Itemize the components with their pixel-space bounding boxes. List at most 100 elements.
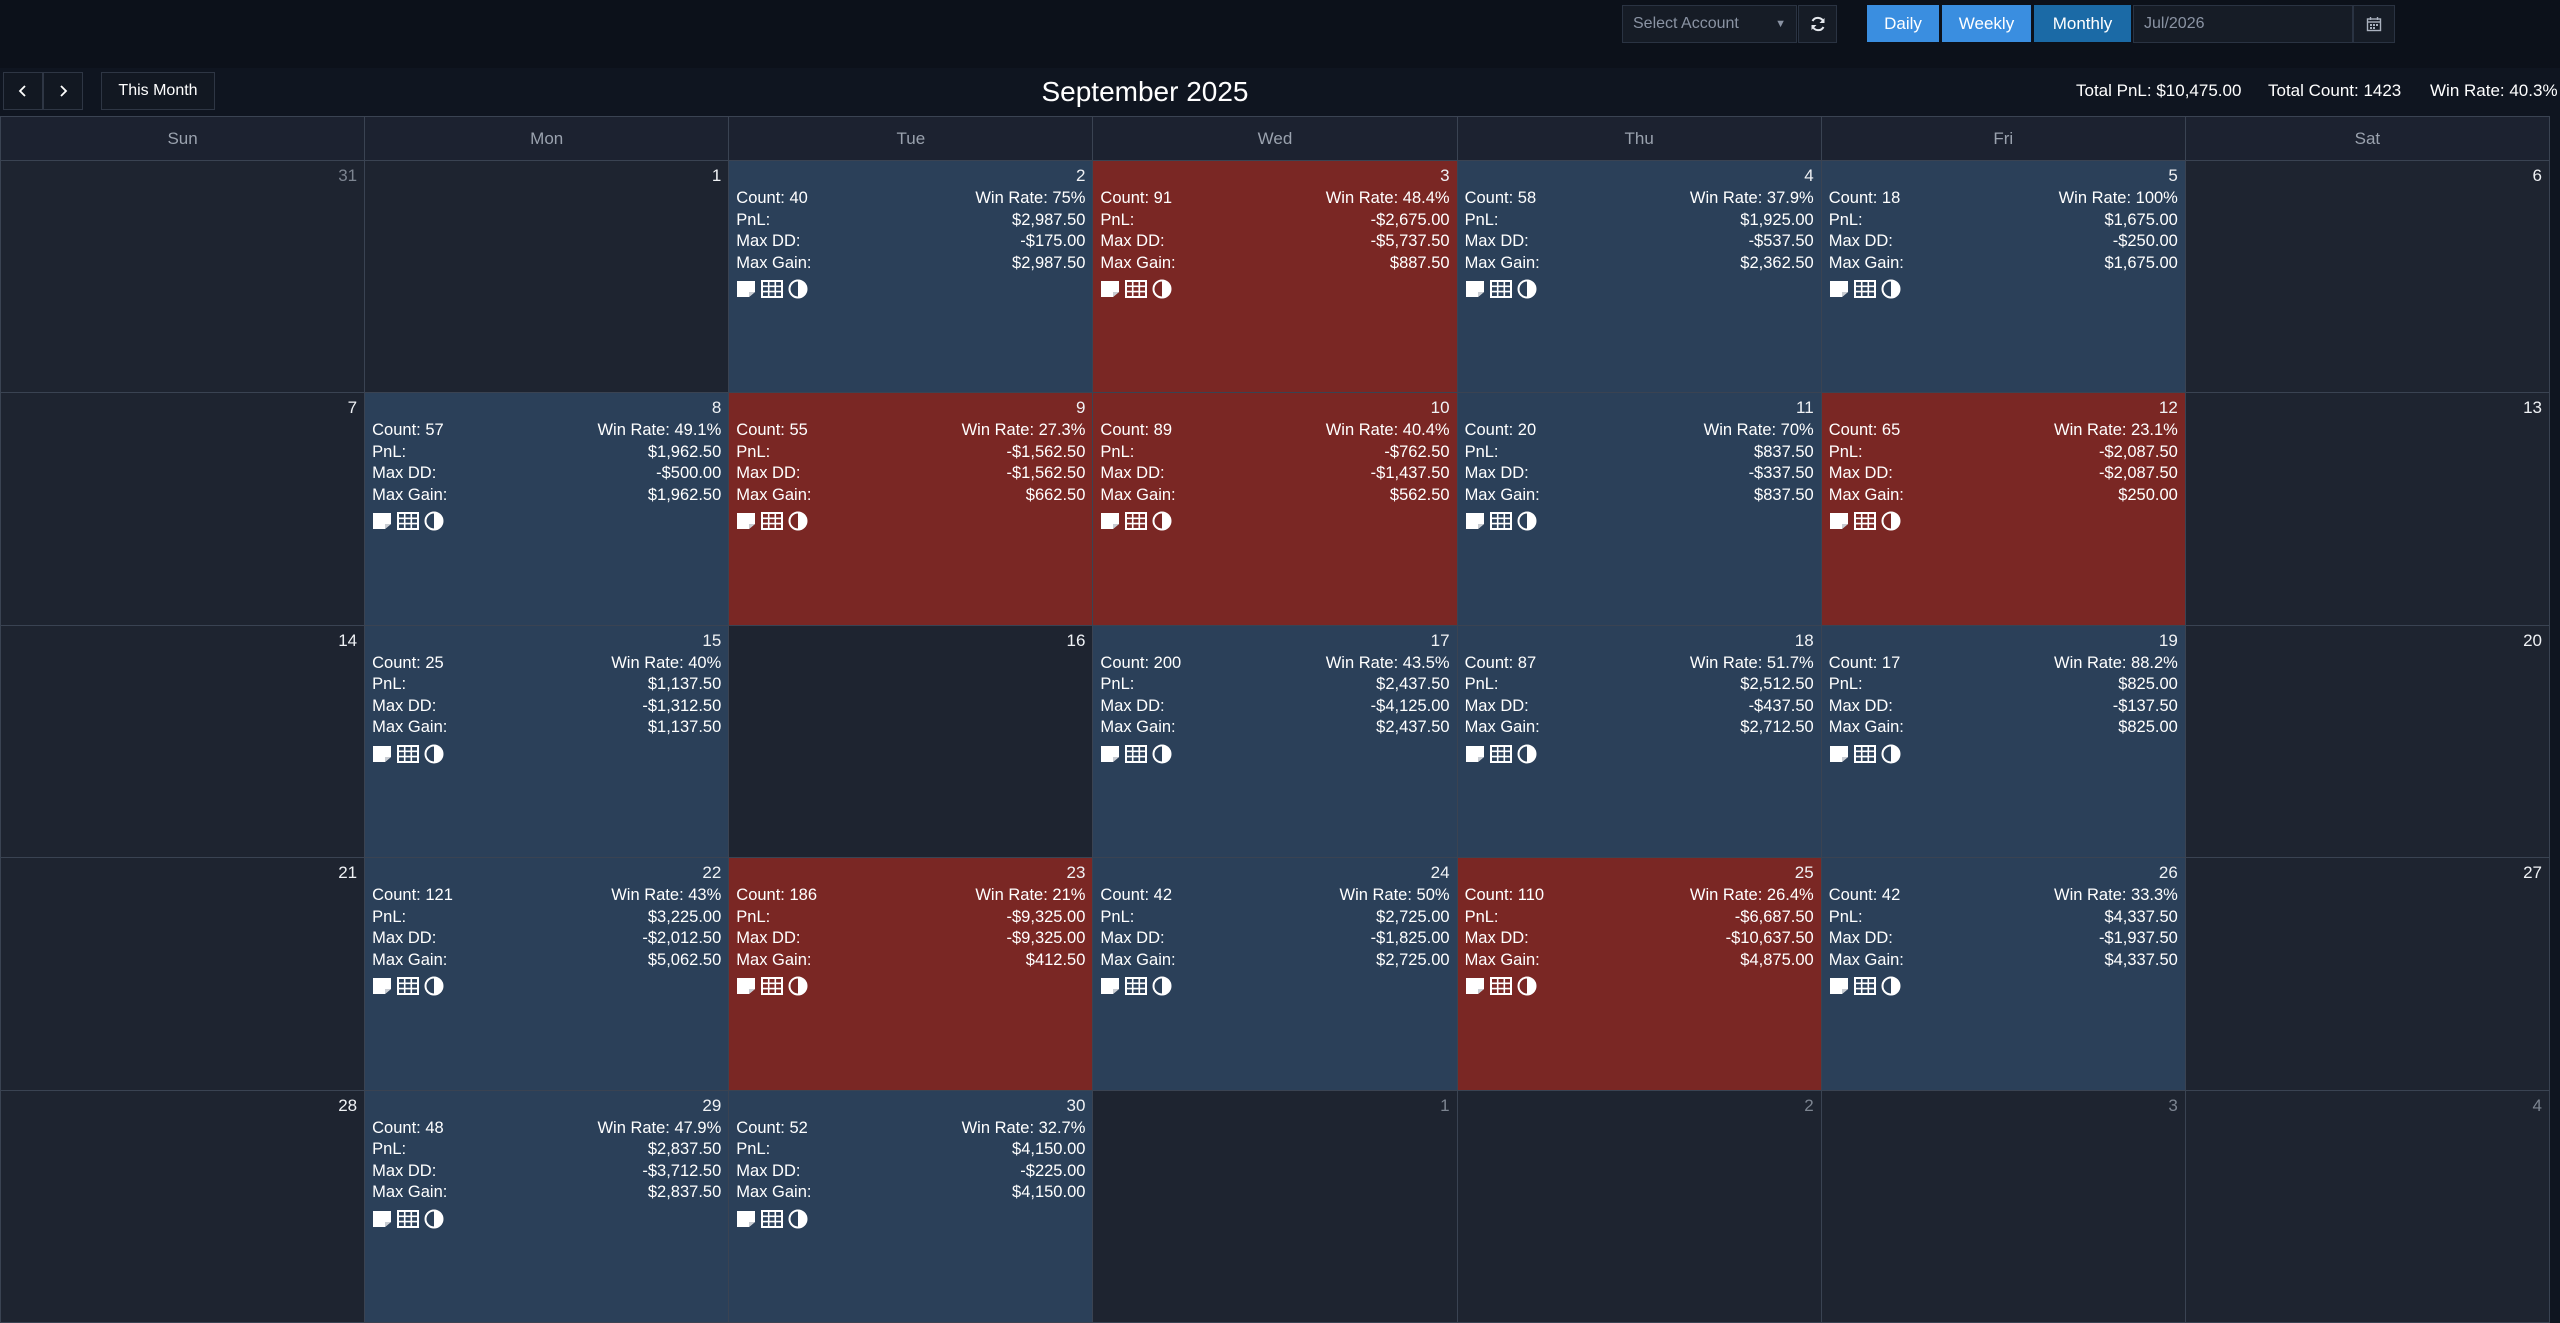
stats-button[interactable] <box>424 744 444 764</box>
stats-button[interactable] <box>424 511 444 531</box>
calendar-day-cell[interactable]: 31 <box>1 161 366 394</box>
stats-button[interactable] <box>424 1209 444 1229</box>
calendar-day-cell[interactable]: 21 <box>1 858 366 1091</box>
notes-button[interactable] <box>372 1210 392 1228</box>
trades-table-button[interactable] <box>1489 512 1512 531</box>
notes-button[interactable] <box>372 977 392 995</box>
stats-button[interactable] <box>1517 744 1537 764</box>
calendar-day-cell[interactable]: 22 Count: 121 Win Rate: 43% PnL: $3,225.00 Ma… <box>365 858 730 1091</box>
calendar-day-cell[interactable]: 14 <box>1 625 366 859</box>
stats-button[interactable] <box>1881 511 1901 531</box>
calendar-day-cell[interactable]: 18 Count: 87 Win Rate: 51.7% PnL: $2,512.50 M… <box>1457 625 1822 859</box>
calendar-day-cell[interactable]: 25 Count: 110 Win Rate: 26.4% PnL: -$6,687.5… <box>1457 858 1822 1091</box>
refresh-button[interactable] <box>1798 5 1837 43</box>
stats-button[interactable] <box>788 976 808 996</box>
calendar-day-cell[interactable]: 16 <box>729 625 1094 859</box>
calendar-day-cell[interactable]: 8 Count: 57 Win Rate: 49.1% PnL: $1,962.50 Ma… <box>365 393 730 626</box>
trades-table-button[interactable] <box>761 977 784 996</box>
calendar-day-cell[interactable]: 5 Count: 18 Win Rate: 100% PnL: $1,675.00 Max… <box>1821 161 2186 394</box>
weekly-view-button[interactable]: Weekly <box>1942 5 2031 42</box>
stats-button[interactable] <box>1881 279 1901 299</box>
notes-button[interactable] <box>736 977 756 995</box>
calendar-day-cell[interactable]: 10 Count: 89 Win Rate: 40.4% PnL: -$762.50 Ma… <box>1093 393 1458 626</box>
stats-button[interactable] <box>1517 279 1537 299</box>
trades-table-button[interactable] <box>761 1209 784 1228</box>
calendar-day-cell[interactable]: 3 <box>1821 1090 2186 1323</box>
next-month-button[interactable] <box>43 72 83 110</box>
trades-table-button[interactable] <box>1853 977 1876 996</box>
notes-button[interactable] <box>1100 977 1120 995</box>
notes-button[interactable] <box>1100 512 1120 530</box>
trades-table-button[interactable] <box>397 744 420 763</box>
trades-table-button[interactable] <box>1125 280 1148 298</box>
calendar-day-cell[interactable]: 1 <box>365 161 730 394</box>
trades-table-button[interactable] <box>1853 280 1876 298</box>
trades-table-button[interactable] <box>1489 977 1512 996</box>
calendar-day-cell[interactable]: 23 Count: 186 Win Rate: 21% PnL: -$9,325.00 M… <box>729 858 1094 1091</box>
trades-table-button[interactable] <box>761 512 784 531</box>
calendar-day-cell[interactable]: 4 <box>2185 1090 2550 1323</box>
calendar-day-cell[interactable]: 17 Count: 200 Win Rate: 43.5% PnL: $2,437.50… <box>1093 625 1458 859</box>
stats-button[interactable] <box>424 976 444 996</box>
calendar-day-cell[interactable]: 4 Count: 58 Win Rate: 37.9% PnL: $1,925.00 Ma… <box>1457 161 1822 394</box>
calendar-day-cell[interactable]: 26 Count: 42 Win Rate: 33.3% PnL: $4,337.50 M… <box>1821 858 2186 1091</box>
trades-table-button[interactable] <box>1489 744 1512 763</box>
notes-button[interactable] <box>1829 280 1849 298</box>
calendar-day-cell[interactable]: 2 <box>1457 1090 1822 1323</box>
monthly-view-button[interactable]: Monthly <box>2034 5 2131 42</box>
calendar-day-cell[interactable]: 9 Count: 55 Win Rate: 27.3% PnL: -$1,562.50 M… <box>729 393 1094 626</box>
calendar-day-cell[interactable]: 13 <box>2185 393 2550 626</box>
trades-table-button[interactable] <box>1125 744 1148 763</box>
stats-button[interactable] <box>1152 511 1172 531</box>
stats-button[interactable] <box>788 1209 808 1229</box>
calendar-day-cell[interactable]: 29 Count: 48 Win Rate: 47.9% PnL: $2,837.50 M… <box>365 1090 730 1323</box>
calendar-day-cell[interactable]: 2 Count: 40 Win Rate: 75% PnL: $2,987.50 Max … <box>729 161 1094 394</box>
stats-button[interactable] <box>1881 976 1901 996</box>
previous-month-button[interactable] <box>3 72 43 110</box>
notes-button[interactable] <box>736 280 756 298</box>
notes-button[interactable] <box>1100 280 1120 298</box>
calendar-day-cell[interactable]: 20 <box>2185 625 2550 859</box>
notes-button[interactable] <box>1829 977 1849 995</box>
trades-table-button[interactable] <box>1489 280 1512 298</box>
calendar-day-cell[interactable]: 28 <box>1 1090 366 1323</box>
calendar-day-cell[interactable]: 1 <box>1093 1090 1458 1323</box>
notes-button[interactable] <box>736 512 756 530</box>
stats-button[interactable] <box>1881 744 1901 764</box>
calendar-day-cell[interactable]: 15 Count: 25 Win Rate: 40% PnL: $1,137.50 Max… <box>365 625 730 859</box>
stats-button[interactable] <box>788 511 808 531</box>
calendar-day-cell[interactable]: 11 Count: 20 Win Rate: 70% PnL: $837.50 Max D… <box>1457 393 1822 626</box>
notes-button[interactable] <box>736 1210 756 1228</box>
notes-button[interactable] <box>1829 745 1849 763</box>
trades-table-button[interactable] <box>761 280 784 298</box>
trades-table-button[interactable] <box>397 1209 420 1228</box>
calendar-day-cell[interactable]: 30 Count: 52 Win Rate: 32.7% PnL: $4,150.00 M… <box>729 1090 1094 1323</box>
notes-button[interactable] <box>1465 977 1485 995</box>
calendar-day-cell[interactable]: 3 Count: 91 Win Rate: 48.4% PnL: -$2,675.00 M… <box>1093 161 1458 394</box>
calendar-day-cell[interactable]: 27 <box>2185 858 2550 1091</box>
trades-table-button[interactable] <box>397 977 420 996</box>
calendar-day-cell[interactable]: 6 <box>2185 161 2550 394</box>
trades-table-button[interactable] <box>1853 512 1876 531</box>
calendar-day-cell[interactable]: 12 Count: 65 Win Rate: 23.1% PnL: -$2,087.50… <box>1821 393 2186 626</box>
notes-button[interactable] <box>1100 745 1120 763</box>
trades-table-button[interactable] <box>1125 977 1148 996</box>
notes-button[interactable] <box>1829 512 1849 530</box>
stats-button[interactable] <box>1152 744 1172 764</box>
daily-view-button[interactable]: Daily <box>1867 5 1939 42</box>
calendar-day-cell[interactable]: 19 Count: 17 Win Rate: 88.2% PnL: $825.00 Max… <box>1821 625 2186 859</box>
calendar-day-cell[interactable]: 7 <box>1 393 366 626</box>
notes-button[interactable] <box>1465 745 1485 763</box>
notes-button[interactable] <box>1465 512 1485 530</box>
this-month-button[interactable]: This Month <box>101 72 215 110</box>
trades-table-button[interactable] <box>397 512 420 531</box>
notes-button[interactable] <box>1465 280 1485 298</box>
stats-button[interactable] <box>1152 976 1172 996</box>
month-input[interactable]: Jul/2026 <box>2133 5 2353 43</box>
calendar-day-cell[interactable]: 24 Count: 42 Win Rate: 50% PnL: $2,725.00 Max… <box>1093 858 1458 1091</box>
notes-button[interactable] <box>372 512 392 530</box>
stats-button[interactable] <box>1517 511 1537 531</box>
stats-button[interactable] <box>1517 976 1537 996</box>
notes-button[interactable] <box>372 745 392 763</box>
stats-button[interactable] <box>788 279 808 299</box>
